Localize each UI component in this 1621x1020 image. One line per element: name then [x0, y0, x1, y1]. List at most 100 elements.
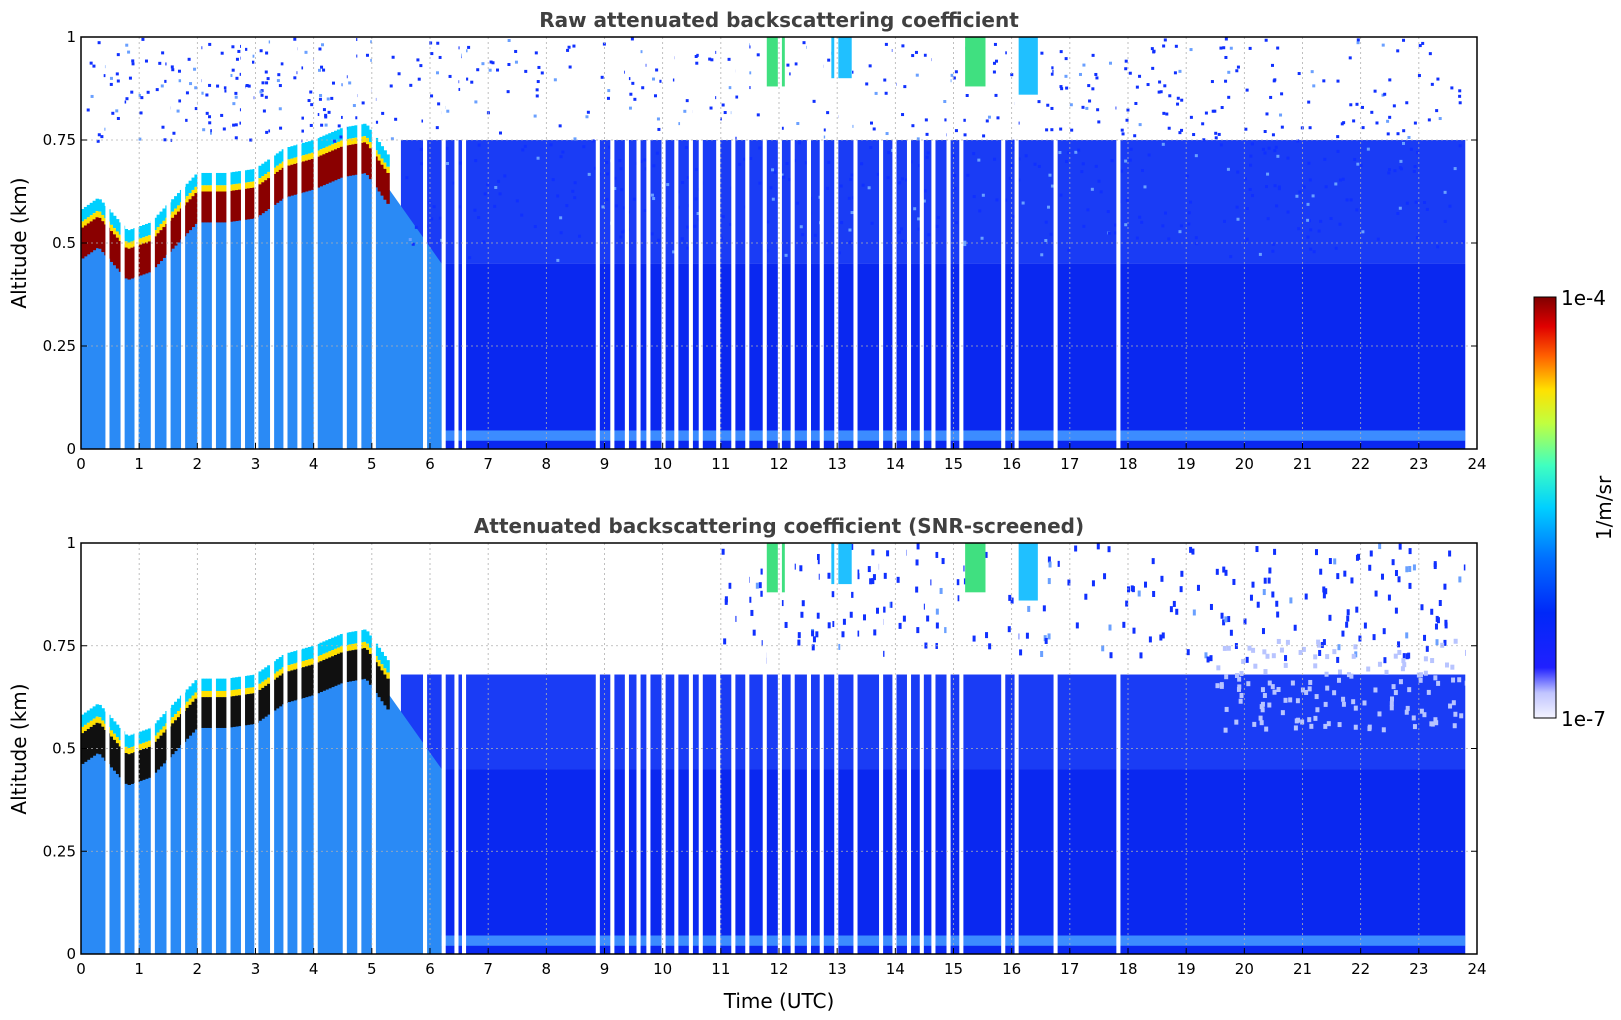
screened-noise-cell [856, 630, 860, 637]
raw-noise-cell [1387, 171, 1391, 175]
raw-noise-cell [981, 193, 985, 197]
raw-noise-cell [868, 64, 872, 68]
raw-noise-cell [210, 131, 214, 135]
raw-noise-cell [235, 76, 239, 80]
screened-noise-cell [1206, 656, 1210, 663]
screened-noise-cell [723, 638, 727, 645]
raw-pbl-yellow [229, 184, 233, 191]
screened-light-cell [1271, 653, 1276, 659]
raw-noise-cell [709, 106, 713, 110]
screened-pbl-yellow [331, 650, 335, 657]
screened-pbl-yellow [174, 714, 178, 721]
screened-pbl-cyan [95, 704, 99, 717]
screened-noise-cell [871, 549, 875, 556]
raw-pbl-cyan [386, 154, 390, 167]
raw-ytick-label: 0 [66, 440, 76, 458]
raw-noise-cell [244, 47, 248, 51]
screened-light-cell [1224, 706, 1229, 712]
raw-noise-cell [1012, 215, 1016, 219]
raw-pbl-yellow [185, 196, 190, 203]
screened-noise-cell [1042, 605, 1046, 612]
raw-noise-cell [1342, 121, 1346, 125]
raw-noise-cell [1245, 88, 1249, 92]
screened-noise-cell [1161, 632, 1165, 639]
screened-xtick-label: 18 [1118, 960, 1137, 978]
raw-noise-cell [1280, 92, 1284, 96]
raw-noise-cell [639, 159, 643, 163]
raw-noise-cell [1078, 72, 1082, 76]
screened-noise-cell [1025, 632, 1029, 639]
raw-noise-cell [465, 77, 469, 81]
screened-light-cell [1316, 642, 1321, 648]
screened-pbl-core [328, 657, 332, 689]
screened-noise-cell [1333, 558, 1337, 565]
raw-noise-cell [1310, 70, 1314, 74]
screened-light-cell [1276, 687, 1281, 693]
raw-noise-cell [1091, 53, 1095, 57]
raw-noise-cell [966, 173, 970, 177]
screened-pbl-yellow [258, 683, 262, 690]
screened-noise-cell [1180, 570, 1184, 577]
screened-pbl-yellow [310, 658, 315, 665]
raw-pbl-cyan [229, 172, 233, 185]
raw-noise-cell [771, 168, 775, 172]
screened-light-cell [1270, 684, 1275, 690]
raw-pbl-yellow [316, 150, 320, 157]
raw-pbl-yellow [200, 185, 204, 192]
raw-pbl-yellow [112, 228, 117, 235]
raw-noise-cell [963, 240, 967, 244]
screened-noise-cell [1047, 633, 1051, 640]
raw-noise-cell [1162, 111, 1166, 115]
screened-pbl-cyan [339, 634, 344, 647]
screened-pbl-yellow [238, 689, 242, 696]
screened-noise-cell [1048, 561, 1052, 568]
raw-noise-cell [1195, 242, 1199, 246]
raw-noise-cell [467, 45, 471, 49]
raw-noise-cell [111, 111, 115, 115]
raw-noise-cell [189, 82, 193, 86]
screened-pbl-core [354, 649, 358, 681]
screened-noise-cell [1175, 608, 1179, 615]
raw-pbl-core [316, 156, 320, 188]
raw-noise-cell [457, 87, 461, 91]
raw-noise-cell [326, 97, 330, 101]
screened-noise-cell [1433, 561, 1437, 568]
raw-noise-cell [1401, 141, 1405, 145]
raw-xtick-label: 21 [1293, 455, 1312, 473]
raw-noise-cell [86, 108, 90, 112]
raw-noise-cell [1279, 113, 1283, 117]
screened-data-gap [853, 543, 858, 954]
screened-pbl-core [351, 650, 355, 681]
screened-xtick-label: 17 [1060, 960, 1079, 978]
raw-noise-cell [437, 102, 441, 106]
screened-pbl-core [345, 651, 350, 682]
raw-pbl-yellow [194, 186, 198, 194]
screened-pbl-cyan [287, 652, 291, 666]
raw-noise-cell [370, 40, 374, 44]
raw-pbl-core [139, 244, 143, 276]
raw-noise-cell [1121, 132, 1125, 136]
raw-noise-cell [1157, 90, 1161, 94]
raw-noise-cell [130, 90, 134, 94]
screened-data-gap [181, 543, 186, 954]
raw-noise-cell [1355, 102, 1359, 106]
screened-xtick-label: 14 [886, 960, 905, 978]
raw-noise-cell [606, 96, 610, 100]
raw-noise-cell [481, 62, 485, 66]
raw-noise-cell [605, 161, 609, 165]
screened-light-cell [1351, 653, 1356, 659]
screened-pbl-cyan [348, 632, 352, 645]
screened-noise-cell [800, 611, 804, 618]
screened-pbl-cyan [366, 631, 370, 644]
raw-pbl-yellow [208, 185, 213, 192]
raw-pbl-cyan [334, 130, 338, 144]
raw-noise-cell [686, 225, 690, 229]
raw-noise-cell [694, 54, 698, 58]
raw-xtick-label: 5 [367, 455, 377, 473]
raw-data-gap [461, 37, 467, 449]
screened-light-cell [1267, 702, 1272, 708]
raw-noise-cell [1356, 162, 1360, 166]
screened-pbl-core [159, 735, 163, 767]
screened-noise-cell [939, 587, 943, 594]
raw-noise-cell [923, 189, 927, 193]
